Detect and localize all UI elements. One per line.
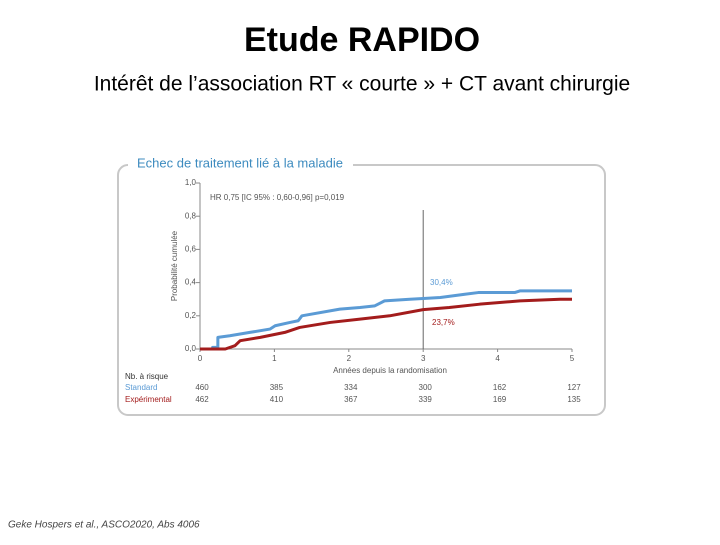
annotation: 23,7% bbox=[432, 318, 455, 327]
title-backdrop bbox=[128, 155, 353, 175]
risk-value: 462 bbox=[195, 395, 209, 404]
risk-row-label: Expérimental bbox=[125, 395, 172, 404]
footnote: Geke Hospers et al., ASCO2020, Abs 4006 bbox=[8, 520, 200, 531]
risk-value: 169 bbox=[493, 395, 507, 404]
y-tick-label: 0,4 bbox=[185, 278, 197, 287]
y-tick-label: 0,0 bbox=[185, 344, 197, 353]
y-tick-label: 0,8 bbox=[185, 211, 197, 220]
risk-value: 339 bbox=[419, 395, 433, 404]
y-tick-label: 0,2 bbox=[185, 311, 197, 320]
risk-value: 127 bbox=[567, 383, 581, 392]
x-tick-label: 1 bbox=[272, 354, 277, 363]
chart-frame bbox=[117, 164, 606, 416]
risk-table-title: Nb. à risque bbox=[125, 372, 169, 381]
risk-value: 334 bbox=[344, 383, 358, 392]
slide-subtitle: Intérêt de l’association RT « courte » +… bbox=[94, 73, 630, 96]
y-axis-label: Probabilité cumulée bbox=[170, 230, 179, 301]
x-tick-label: 5 bbox=[570, 354, 575, 363]
risk-value: 460 bbox=[195, 383, 209, 392]
x-axis-label: Années depuis la randomisation bbox=[333, 366, 447, 375]
risk-value: 367 bbox=[344, 395, 358, 404]
risk-value: 410 bbox=[270, 395, 284, 404]
risk-row-label: Standard bbox=[125, 383, 157, 392]
risk-value: 135 bbox=[567, 395, 581, 404]
x-tick-label: 2 bbox=[347, 354, 352, 363]
y-tick-label: 0,6 bbox=[185, 245, 197, 254]
x-tick-label: 3 bbox=[421, 354, 426, 363]
x-tick-label: 0 bbox=[198, 354, 203, 363]
annotation: HR 0,75 [IC 95% : 0,60-0,96] p=0,019 bbox=[210, 193, 345, 202]
risk-value: 385 bbox=[270, 383, 284, 392]
risk-value: 162 bbox=[493, 383, 507, 392]
series-line bbox=[200, 289, 572, 351]
risk-value: 300 bbox=[419, 383, 433, 392]
y-tick-label: 1,0 bbox=[185, 178, 197, 187]
annotation: 30,4% bbox=[430, 278, 453, 287]
slide-title: Etude RAPIDO bbox=[244, 21, 480, 59]
chart-title: Echec de traitement lié à la maladie bbox=[137, 155, 343, 170]
series-line bbox=[200, 297, 572, 351]
x-tick-label: 4 bbox=[495, 354, 500, 363]
